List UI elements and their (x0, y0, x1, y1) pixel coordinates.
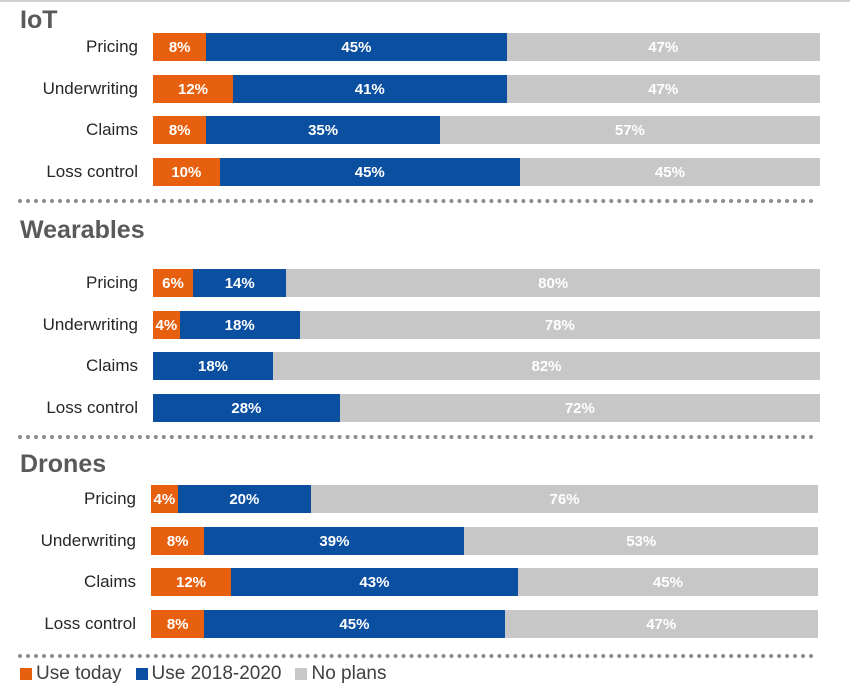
bar-segment-use-2018-2020: 35% (206, 116, 440, 144)
row-label: Underwriting (40, 531, 136, 550)
section-title: IoT (20, 6, 58, 34)
bar-segment-use-2018-2020: 45% (219, 158, 520, 186)
bar-segment-use-2018-2020: 43% (231, 568, 518, 596)
row-label: Pricing (84, 489, 136, 508)
bar-segment-use-2018-2020: 28% (153, 394, 340, 422)
data-label: 20% (229, 490, 260, 508)
bar-segment-no-plans: 78% (299, 311, 820, 339)
data-label: 14% (224, 274, 255, 292)
legend-item-use-2018-2020: Use 2018-2020 (135, 663, 282, 685)
bar-segment-use-2018-2020: 20% (177, 485, 312, 513)
legend-swatch-use-today (20, 668, 32, 680)
section-divider (18, 435, 814, 439)
bar-segment-no-plans: 82% (273, 352, 820, 380)
bar-segment-use-2018-2020: 18% (153, 352, 274, 380)
data-label: 45% (354, 163, 385, 181)
data-label: 39% (319, 532, 350, 550)
bar-segment-use-today: 8% (153, 116, 207, 144)
data-label: 80% (538, 274, 569, 292)
legend-label-use-2018-2020: Use 2018-2020 (151, 663, 282, 684)
bar-segment-use-2018-2020: 45% (206, 33, 507, 61)
data-label: 82% (531, 357, 562, 375)
bar-segment-no-plans: 45% (519, 158, 820, 186)
data-label: 28% (231, 399, 262, 417)
bar-segment-no-plans: 45% (517, 568, 818, 596)
legend-label-use-today: Use today (36, 663, 122, 684)
data-label: 4% (155, 316, 178, 334)
row-label: Pricing (86, 37, 138, 56)
top-border (0, 0, 850, 2)
bar-segment-use-today: 4% (153, 311, 180, 339)
data-label: 45% (652, 573, 683, 591)
data-label: 45% (339, 615, 370, 633)
bar-segment-use-today: 8% (153, 33, 207, 61)
bar-segment-no-plans: 47% (506, 33, 820, 61)
row-label: Claims (86, 356, 138, 375)
bar-segment-use-today: 12% (153, 75, 234, 103)
data-label: 78% (544, 316, 575, 334)
bar-segment-use-2018-2020: 14% (193, 269, 287, 297)
data-label: 18% (198, 357, 229, 375)
data-label: 57% (614, 121, 645, 139)
data-label: 76% (549, 490, 580, 508)
bar-segment-no-plans: 57% (439, 116, 820, 144)
bar-segment-use-2018-2020: 39% (204, 527, 465, 555)
data-label: 53% (626, 532, 657, 550)
row-label: Loss control (46, 162, 138, 181)
data-label: 8% (166, 615, 189, 633)
section-divider (18, 199, 814, 203)
bar-segment-use-2018-2020: 18% (179, 311, 300, 339)
legend: Use today Use 2018-2020 No plans (20, 663, 400, 685)
data-label: 12% (178, 80, 209, 98)
row-label: Claims (84, 572, 136, 591)
legend-swatch-no-plans (295, 668, 308, 680)
bar-segment-no-plans: 80% (286, 269, 820, 297)
bar-segment-no-plans: 53% (464, 527, 818, 555)
data-label: 18% (224, 316, 255, 334)
data-label: 47% (646, 615, 677, 633)
section-title: Wearables (20, 216, 145, 244)
data-label: 6% (162, 274, 184, 292)
data-label: 8% (168, 38, 191, 56)
data-label: 47% (648, 80, 679, 98)
data-label: 47% (648, 38, 679, 56)
bar-segment-no-plans: 72% (339, 394, 820, 422)
row-label: Pricing (86, 273, 138, 292)
row-label: Underwriting (42, 315, 138, 334)
data-label: 45% (654, 163, 685, 181)
row-label: Claims (86, 120, 138, 139)
row-label: Loss control (44, 614, 136, 633)
bar-segment-use-2018-2020: 41% (233, 75, 507, 103)
legend-item-use-today: Use today (20, 663, 122, 685)
legend-label-no-plans: No plans (311, 663, 387, 684)
data-label: 8% (168, 121, 191, 139)
bar-segment-use-today: 4% (151, 485, 178, 513)
bar-segment-no-plans: 76% (311, 485, 818, 513)
data-label: 4% (153, 490, 176, 508)
data-label: 35% (308, 121, 339, 139)
bar-segment-use-today: 8% (151, 610, 205, 638)
bar-segment-use-2018-2020: 45% (204, 610, 505, 638)
data-label: 45% (341, 38, 372, 56)
bar-segment-use-today: 8% (151, 527, 205, 555)
data-label: 8% (166, 532, 189, 550)
data-label: 41% (354, 80, 385, 98)
legend-swatch-use-2018-2020 (135, 668, 148, 680)
row-label: Loss control (46, 398, 138, 417)
bar-segment-no-plans: 47% (506, 75, 820, 103)
data-label: 72% (564, 399, 595, 417)
row-label: Underwriting (42, 79, 138, 98)
bar-segment-use-today: 12% (151, 568, 232, 596)
section-divider (18, 654, 814, 658)
bar-segment-use-today: 10% (153, 158, 220, 186)
bar-segment-use-today: 6% (153, 269, 194, 297)
section-title: Drones (20, 450, 107, 478)
bar-segment-no-plans: 47% (504, 610, 818, 638)
data-label: 12% (176, 573, 207, 591)
legend-item-no-plans: No plans (295, 663, 386, 685)
data-label: 43% (359, 573, 390, 591)
data-label: 10% (171, 163, 202, 181)
